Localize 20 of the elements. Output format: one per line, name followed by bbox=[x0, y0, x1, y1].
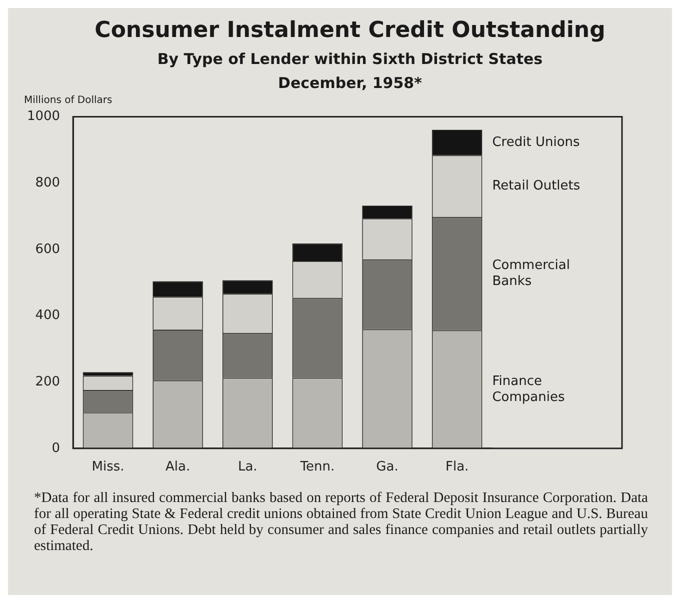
x-tick-label: Tenn. bbox=[299, 460, 335, 475]
y-tick-label: 0 bbox=[52, 440, 60, 456]
y-tick-label: 600 bbox=[35, 242, 60, 257]
text: *Data for all insured commercial banks based on reports of Federal Deposit Insurance Corporation. Data for all operating State & Federal credit unions obtained from State Credit Union League and U.S. Bureau of Federal Credit Unions. Debt held by consumer and sales finance companies and retail outlets partially estimated. bbox=[34, 490, 648, 554]
x-tick-label: La. bbox=[238, 460, 258, 475]
y-tick-label: 200 bbox=[35, 374, 60, 390]
series-label: Commercial Banks bbox=[492, 258, 570, 290]
y-tick-label: 1000 bbox=[26, 109, 60, 124]
chart-subtitle: By Type of Lender within Sixth District States December, 1958* bbox=[156, 49, 544, 94]
series-label: Credit Unions bbox=[492, 134, 580, 150]
series-label: Retail Outlets bbox=[492, 178, 580, 194]
y-tick-label: 800 bbox=[35, 175, 60, 190]
x-tick-label: Ga. bbox=[376, 460, 398, 475]
y-axis-title: Millions of Dollars bbox=[24, 95, 114, 106]
chart-title: Consumer Instalment Credit Outstanding bbox=[94, 18, 606, 43]
x-tick-label: Ala. bbox=[166, 460, 190, 475]
x-tick-label: Miss. bbox=[92, 460, 124, 475]
x-tick-label: Fla. bbox=[445, 460, 469, 475]
series-label: Finance Companies bbox=[492, 374, 565, 405]
y-tick-label: 400 bbox=[35, 308, 60, 324]
